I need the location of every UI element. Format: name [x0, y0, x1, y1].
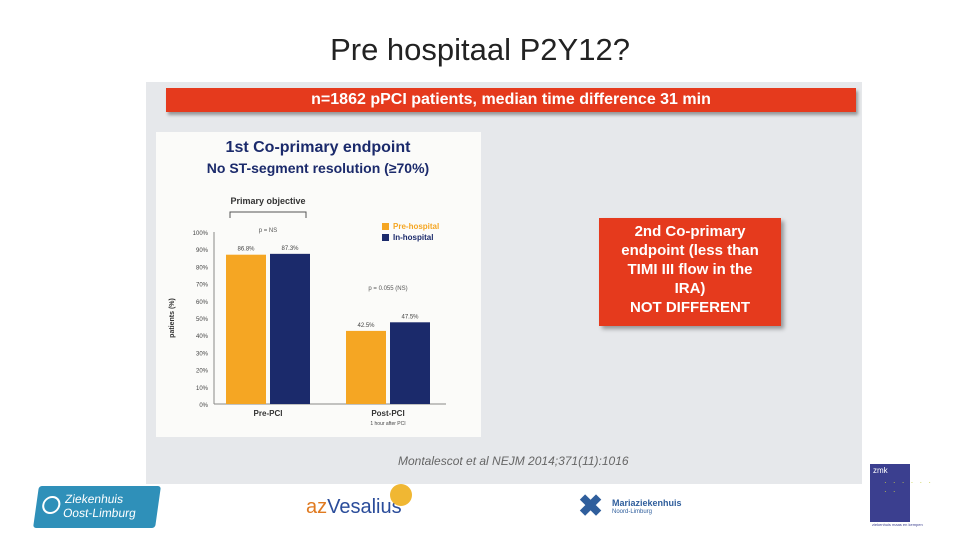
chart-title: 1st Co-primary endpoint: [226, 139, 412, 156]
endpoint2-line-5: NOT DIFFERENT: [630, 299, 750, 316]
y-tick-label: 50%: [196, 317, 209, 323]
ziekenhuis-oost-limburg-logo: Ziekenhuis Oost-Limburg: [33, 486, 161, 528]
y-tick-label: 40%: [196, 334, 209, 340]
citation: Montalescot et al NEJM 2014;371(11):1016: [398, 454, 629, 468]
legend-label-0: Pre-hospital: [393, 222, 439, 231]
y-tick-label: 30%: [196, 351, 209, 357]
maria-line1: Mariaziekenhuis: [612, 498, 682, 508]
y-tick-label: 70%: [196, 283, 209, 289]
bar-pre-hospital-post-pci: [346, 330, 386, 404]
y-axis-label: patients (%): [169, 298, 176, 338]
endpoint2-line-4: IRA): [674, 280, 706, 297]
x-tick-label: Post-PCI: [371, 409, 404, 418]
bracket-label: Primary objective: [230, 196, 305, 206]
bar-in-hospital-post-pci: [390, 322, 430, 404]
zol-line1: Ziekenhuis: [64, 492, 125, 506]
maria-line2: Noord-Limburg: [612, 509, 653, 515]
bar-data-label: 42.5%: [357, 323, 375, 329]
y-tick-label: 0%: [199, 403, 208, 409]
zmk-block: zmk: [870, 464, 910, 522]
zmk-stars-icon: · · · · · · · ·: [884, 478, 934, 496]
bar-chart: 1st Co-primary endpoint No ST-segment res…: [169, 139, 446, 427]
bar-data-label: 86.8%: [237, 247, 255, 253]
legend-swatch-1: [382, 234, 389, 241]
chart-box: 1st Co-primary endpoint No ST-segment res…: [156, 132, 481, 437]
second-endpoint-box: 2nd Co-primary endpoint (less than TIMI …: [599, 218, 781, 326]
annotation-pre-pci: p = NS: [259, 228, 278, 234]
y-tick-label: 90%: [196, 248, 209, 254]
study-banner: n=1862 pPCI patients, median time differ…: [166, 88, 856, 112]
az-vesalius-logo: azVesalius: [306, 484, 412, 522]
slide-title: Pre hospitaal P2Y12?: [330, 32, 630, 67]
endpoint2-line-3: TIMI III flow in the: [627, 261, 753, 278]
x-tick-label: Pre-PCI: [254, 409, 283, 418]
legend-swatch-0: [382, 223, 389, 230]
bar-data-label: 87.3%: [281, 246, 299, 252]
y-tick-label: 20%: [196, 369, 209, 375]
maria-cross-icon: ✖: [578, 490, 604, 523]
category-note: 1 hour after PCI: [370, 421, 405, 427]
mariaziekenhuis-logo: ✖ Mariaziekenhuis Noord-Limburg: [578, 489, 718, 525]
bar-data-label: 47.5%: [401, 314, 419, 320]
bracket-line: [229, 211, 307, 218]
embedded-slide-image: n=1862 pPCI patients, median time differ…: [146, 82, 862, 484]
zmk-tagline: ziekenhuis maas en kempen: [872, 522, 923, 527]
bar-pre-hospital-pre-pci: [226, 254, 266, 404]
vesalius-name: Vesalius: [327, 496, 402, 518]
y-tick-label: 100%: [193, 231, 209, 237]
y-tick-label: 60%: [196, 300, 209, 306]
vesalius-prefix: az: [306, 496, 328, 518]
zmk-abbr: zmk: [873, 466, 888, 475]
legend-label-1: In-hospital: [393, 233, 433, 242]
chart-subtitle: No ST-segment resolution (≥70%): [207, 160, 429, 176]
bar-in-hospital-pre-pci: [270, 253, 310, 404]
annotation-post-pci: p = 0.055 (NS): [368, 286, 407, 292]
zol-mark-icon: [41, 496, 62, 514]
y-tick-label: 80%: [196, 265, 209, 271]
zol-line2: Oost-Limburg: [62, 506, 137, 520]
endpoint2-line-2: endpoint (less than: [621, 242, 759, 259]
zmk-logo: zmk · · · · · · · · ziekenhuis maas en k…: [870, 464, 940, 528]
y-tick-label: 10%: [196, 386, 209, 392]
endpoint2-line-1: 2nd Co-primary: [634, 223, 746, 240]
vesalius-flower-icon: [390, 484, 412, 506]
